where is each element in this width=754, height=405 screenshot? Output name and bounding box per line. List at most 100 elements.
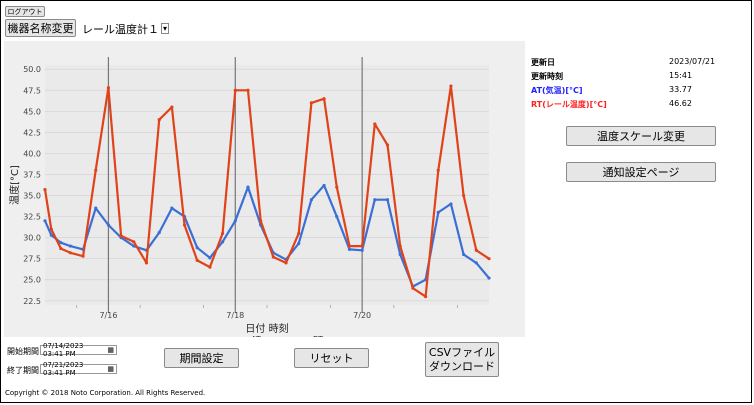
y-tick-label: 50.0 [23,65,41,74]
x-tick-label: 7/18 [226,311,244,320]
data-point-at [449,202,453,206]
data-point-at [68,244,72,248]
updated-date-label: 更新日 [531,58,555,67]
csv-download-line1: CSVファイル [428,345,496,359]
csv-download-line2: ダウンロード [429,359,495,373]
data-point-rt [259,219,263,223]
data-point-rt [119,234,123,238]
x-axis-label: 日付 時刻 [245,322,288,335]
data-point-at [157,230,161,235]
data-point-rt [132,240,136,244]
data-point-at [208,256,212,260]
data-point-at [195,246,199,250]
logout-button[interactable]: ログアウト [5,6,45,17]
data-point-rt [195,258,199,262]
data-point-rt [449,84,453,88]
y-tick-label: 45.0 [23,107,41,116]
data-point-rt [68,251,72,255]
temperature-chart: 22.5 25.0 27.5 30.0 32.5 35.0 37.5 40.0 42.5 45.0… [4,41,525,337]
y-tick-label: 32.5 [23,213,41,222]
data-point-rt [423,294,428,299]
calendar-icon[interactable]: ▦ [107,346,114,354]
y-tick-label: 42.5 [23,128,41,137]
data-point-rt [208,265,212,269]
y-axis-label: 温度[°C] [8,165,21,205]
data-point-rt [411,286,415,290]
start-period-input[interactable]: 07/14/2023 03:41 PM ▦ [40,342,117,358]
x-tick-label: 7/20 [353,311,371,320]
data-point-at [347,247,352,252]
data-point-rt [462,193,466,198]
data-point-at [246,185,250,189]
end-period-value: 07/21/2023 03:41 PM [43,361,84,377]
data-point-at [487,276,491,280]
start-period-value: 07/14/2023 03:41 PM [43,342,84,358]
updated-time-label: 更新時刻 [531,72,563,81]
data-point-at [43,219,47,223]
data-point-rt [474,248,478,252]
data-point-rt [94,168,98,172]
data-point-rt [398,244,402,248]
device-select[interactable]: レール温度計１ ▾ [82,21,170,36]
y-tick-label: 47.5 [23,86,41,95]
csv-download-button[interactable]: CSVファイル ダウンロード [425,342,499,377]
y-tick-label: 30.0 [23,234,41,243]
data-point-at [474,261,478,265]
at-value: 33.77 [669,85,692,94]
data-point-at [462,252,466,257]
data-point-rt [43,188,47,192]
data-point-rt [81,254,85,258]
chevron-down-icon: ▾ [161,23,170,34]
data-point-rt [144,261,149,265]
data-point-rt [233,88,237,92]
updated-date-value: 2023/07/21 [669,57,716,66]
data-point-rt [157,118,161,122]
data-point-rt [347,244,352,248]
calendar-icon[interactable]: ▦ [107,365,114,373]
rename-device-button[interactable]: 機器名称変更 [5,19,76,37]
data-point-at [335,214,339,219]
data-point-rt [309,101,313,105]
data-point-at [309,198,313,202]
start-period-label: 開始期間 [7,347,39,356]
data-point-at [373,198,377,202]
data-point-rt [271,255,275,259]
data-point-at [59,241,63,245]
legend-label-at: AT [251,335,261,337]
data-point-rt [106,86,111,90]
at-label: AT(気温)[°C] [531,86,583,95]
y-tick-label: 40.0 [23,149,41,158]
data-point-rt [59,246,63,251]
data-point-rt [373,122,377,126]
y-tick-label: 37.5 [23,170,41,179]
data-point-at [233,219,237,223]
end-period-label: 終了期間 [7,366,39,375]
data-point-rt [335,185,339,189]
rt-label: RT(レール温度)[°C] [531,100,607,109]
data-point-at [436,210,440,214]
data-point-at [170,206,174,210]
data-point-at [94,206,98,210]
data-point-rt [182,223,187,227]
data-point-at [221,240,225,244]
y-tick-label: 25.0 [23,276,41,285]
y-tick-label: 27.5 [23,255,41,264]
notification-settings-button[interactable]: 通知設定ページ [566,162,716,182]
data-point-at [398,252,402,257]
data-point-rt [487,257,491,261]
data-point-at [297,241,301,246]
set-period-button[interactable]: 期間設定 [164,348,239,368]
data-point-rt [246,88,250,92]
end-period-input[interactable]: 07/21/2023 03:41 PM ▦ [40,361,117,377]
reset-button[interactable]: リセット [294,348,369,368]
copyright: Copyright © 2018 Noto Corporation. All R… [5,389,206,397]
data-point-rt [322,97,326,101]
x-tick-label: 7/16 [99,311,117,320]
y-tick-label: 22.5 [23,297,41,306]
data-point-at [360,248,364,252]
data-point-rt [297,231,301,236]
data-point-at [106,223,111,227]
rt-value: 46.62 [669,99,692,108]
temperature-scale-button[interactable]: 温度スケール変更 [566,126,716,146]
